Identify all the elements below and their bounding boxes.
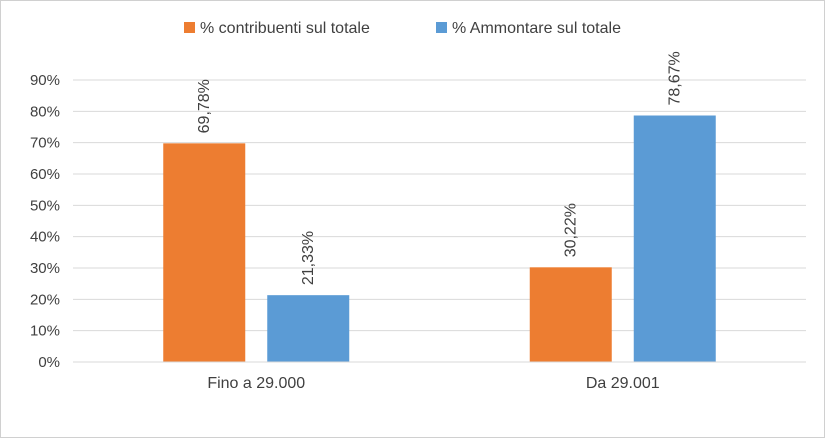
y-tick-label: 0% (38, 354, 60, 371)
y-tick-label: 80% (30, 103, 60, 120)
y-tick-label: 90% (30, 72, 60, 89)
data-label: 30,22% (563, 203, 580, 257)
y-tick-label: 30% (30, 260, 60, 277)
x-category-label: Fino a 29.000 (207, 375, 305, 392)
bar-contribuenti (529, 267, 612, 362)
legend-label: % Ammontare sul totale (452, 20, 621, 37)
legend-swatch-ammontare (436, 22, 447, 33)
y-tick-label: 50% (30, 197, 60, 214)
x-category-label: Da 29.001 (586, 375, 660, 392)
data-label: 21,33% (300, 231, 317, 285)
bar-contribuenti (163, 143, 246, 362)
data-label: 78,67% (667, 51, 684, 105)
y-tick-label: 20% (30, 291, 60, 308)
legend-swatch-contribuenti (184, 22, 195, 33)
y-tick-label: 10% (30, 323, 60, 340)
legend-label: % contribuenti sul totale (200, 20, 370, 37)
y-tick-label: 40% (30, 229, 60, 246)
y-tick-label: 70% (30, 135, 60, 152)
data-label: 69,78% (196, 79, 213, 133)
bar-ammontare (267, 295, 350, 362)
y-tick-label: 60% (30, 166, 60, 183)
bar-ammontare (633, 115, 716, 362)
